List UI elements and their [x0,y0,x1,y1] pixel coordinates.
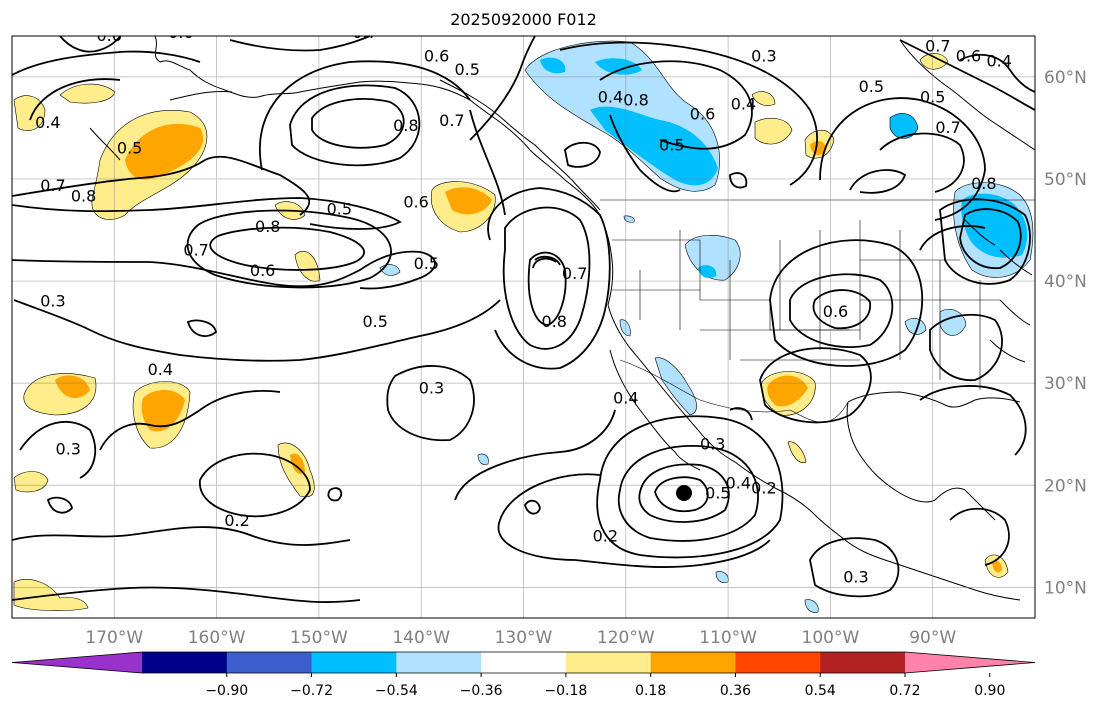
contour-label: 0.7 [439,111,464,130]
longitude-label: 160°W [188,628,246,648]
contour-label: 0.7 [40,176,65,195]
contour-label: 0.6 [690,105,715,124]
latitude-label: 40°N [1044,272,1087,292]
contour-label: 0.5 [117,138,142,157]
colorbar-extend-max [905,652,1035,673]
latitude-label: 30°N [1044,374,1087,394]
contour-label: 0.3 [419,378,444,397]
contour-label: 0.3 [700,435,725,454]
contour-label: 0.4 [986,52,1011,71]
contour-label: 0.7 [935,118,960,137]
contour-label: 0.7 [352,23,377,42]
shade-canada-core [590,106,718,186]
contour-label: 0.5 [362,312,387,331]
colorbar-tick-label: 0.54 [805,683,836,699]
shade-aleutian-left [13,95,46,131]
contour-07-west [12,155,311,216]
colorbar-tick-label: −0.72 [290,683,333,699]
contour-label: 0.7 [562,264,587,283]
contour-label: 0.5 [859,77,884,96]
contour-label: 0.4 [148,360,173,379]
longitude-label: 120°W [597,628,655,648]
colorbar-bin [481,652,567,673]
contour-lines [12,36,1035,603]
colorbar-bin [396,652,482,673]
map-frame [11,35,1036,619]
colorbar-outline [11,651,1036,674]
colorbar-bin [735,652,821,673]
longitude-label: 170°W [85,628,143,648]
longitude-label: 150°W [290,628,348,648]
longitude-label: 140°W [392,628,450,648]
latitude-label: 10°N [1044,578,1087,598]
colorbar-tick-label: −0.36 [460,683,503,699]
colorbar-bin [650,652,736,673]
pressure-center-dot [676,485,692,501]
contour-label: 0.8 [393,116,418,135]
contour-label: 0.8 [541,312,566,331]
colorbar-bin [142,652,228,673]
contour-label: 0.4 [598,87,623,106]
contour-label: 0.5 [920,87,945,106]
contour-label: 0.2 [751,478,776,497]
colorbar-bin [226,652,313,673]
colorbar-bin [311,652,397,673]
colorbar-tick-label: −0.90 [205,683,248,699]
colorbar-tick-label: 0.18 [635,683,666,699]
contour-label: 0.7 [925,36,950,55]
contour-label: 0.4 [613,389,638,408]
contour-label: 0.6 [956,47,981,66]
latitude-label: 20°N [1044,476,1087,496]
contour-label: 0.3 [40,292,65,311]
contour-label: 0.6 [424,47,449,66]
contour-label: 0.5 [705,484,730,503]
contour-label: 0.5 [455,60,480,79]
colorbar-tick-label: 0.36 [720,683,751,699]
contour-label: 0.4 [726,473,751,492]
contour-label: 0.6 [403,193,428,212]
shade-gulf-core [125,123,204,180]
contour-label: 0.2 [224,511,249,530]
latitude-labels: 60°N 50°N 40°N 30°N 20°N 10°N [1044,68,1087,599]
contour-label: 0.6 [168,23,193,42]
contour-label: 0.7 [183,241,208,260]
contour-label: 0.6 [96,26,121,45]
contour-label: 0.4 [35,113,60,132]
longitude-label: 100°W [802,628,860,648]
contour-label: 0.4 [731,95,756,114]
contour-labels: 0.6 0.6 0.70.60.40.50.70.80.8 0.70.50.4 0.80… [35,23,1012,586]
contour-label: 0.2 [593,526,618,545]
contour-label: 0.3 [843,567,868,586]
contour-label: 0.6 [823,302,848,321]
map-title: 2025092000 F012 [450,10,597,29]
colorbar-tick-label: 0.72 [889,683,920,699]
contour-label: 0.8 [623,90,648,109]
colorbar-bin [820,652,906,673]
colorbar-tick-label: −0.18 [544,683,587,699]
contour-label: 0.8 [255,217,280,236]
longitude-label: 110°W [699,628,757,648]
contour-label: 0.5 [414,254,439,273]
coastlines [89,36,1035,601]
latitude-label: 50°N [1044,170,1087,190]
longitude-label: 130°W [495,628,553,648]
colorbar-tick-label: −0.54 [375,683,418,699]
longitude-labels: 170°W 160°W 150°W 140°W 130°W 120°W 110°W 100°W… [85,628,956,648]
longitude-label: 90°W [909,628,956,648]
contour-label: 0.5 [327,200,352,219]
contour-label: 0.5 [659,135,684,154]
contour-label: 0.8 [71,186,96,205]
contour-label: 0.3 [56,440,81,459]
contour-label: 0.3 [751,47,776,66]
colorbar-bin [565,652,652,673]
latitude-label: 60°N [1044,68,1087,88]
colorbar: −0.90 −0.72 −0.54 −0.36 −0.18 0.18 0.36 0.54 0.7… [11,651,1036,699]
contour-label: 0.6 [250,261,275,280]
contour-label: 0.8 [971,174,996,193]
colorbar-extend-min [12,652,142,673]
colorbar-tick-label: 0.90 [974,683,1005,699]
map-panel: 0.6 0.6 0.70.60.40.50.70.80.8 0.70.50.4 0.80… [12,23,1035,618]
